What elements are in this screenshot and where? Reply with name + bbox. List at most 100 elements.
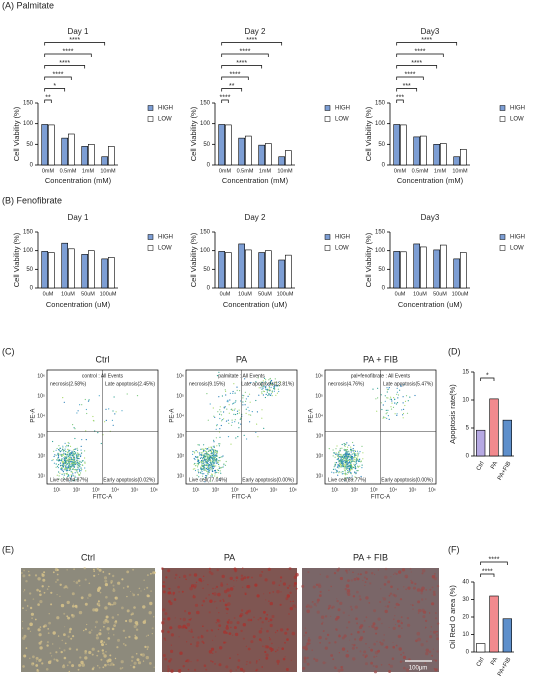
flow-dot <box>68 461 70 463</box>
flow-dot <box>210 480 212 482</box>
flow-dot <box>67 475 69 478</box>
bar <box>502 419 512 457</box>
flow-dot <box>336 470 338 472</box>
cell <box>380 664 383 666</box>
cell <box>216 607 218 609</box>
cell <box>435 637 439 641</box>
cell <box>250 618 253 621</box>
cell <box>400 653 402 656</box>
cell <box>304 631 308 634</box>
flow-dot <box>396 391 398 393</box>
flow-dot <box>205 475 207 477</box>
cell <box>420 592 423 595</box>
cell <box>146 648 149 650</box>
flow-dot <box>85 439 87 441</box>
flow-dot <box>342 460 344 462</box>
flow-dot <box>353 455 356 457</box>
cell <box>137 593 140 596</box>
cell <box>200 634 203 637</box>
cell <box>384 609 388 614</box>
flow-dot <box>72 451 74 453</box>
flow-dot <box>339 464 341 466</box>
flow-dot <box>80 461 82 463</box>
flow-dot <box>354 465 356 467</box>
flow-dot <box>216 454 218 456</box>
cell <box>93 570 95 572</box>
x-tick-label: 10⁴ <box>111 487 119 493</box>
flow-dot <box>194 456 197 458</box>
bar <box>61 137 69 166</box>
cell <box>332 658 335 661</box>
x-tick-label: 10⁴ <box>250 487 258 493</box>
flow-dot <box>262 385 265 387</box>
flow-dot <box>243 395 245 397</box>
cell <box>425 640 428 643</box>
cell <box>375 626 379 630</box>
cell <box>132 568 135 571</box>
flow-dot <box>114 413 116 415</box>
cell <box>190 643 192 645</box>
cell <box>132 592 134 594</box>
flow-dot <box>403 408 405 410</box>
y-tick-label: 30 <box>462 597 469 603</box>
cell <box>189 586 193 591</box>
y-tick-label: 10³ <box>177 433 185 439</box>
flow-dot <box>94 430 96 432</box>
flow-dot <box>68 457 70 459</box>
cell <box>360 624 364 628</box>
cell <box>364 584 366 587</box>
cell <box>91 647 95 651</box>
flow-dot <box>344 443 346 445</box>
flow-dot <box>201 464 203 467</box>
flow-dot <box>261 391 263 393</box>
flow-dot <box>210 460 212 462</box>
flow-dot <box>271 379 273 382</box>
micrograph-texture <box>21 567 156 673</box>
flow-dot <box>67 453 69 455</box>
significance-bracket <box>44 76 72 80</box>
bar <box>419 246 427 289</box>
cell <box>391 657 395 660</box>
cell <box>193 586 197 589</box>
cell <box>245 663 248 666</box>
cell <box>233 617 236 619</box>
flow-dot <box>388 387 390 389</box>
flow-dot <box>215 459 217 461</box>
flow-dot <box>85 408 87 411</box>
cell <box>42 578 46 582</box>
flow-dot <box>257 377 259 379</box>
cell <box>398 635 400 637</box>
flow-dot <box>406 412 409 414</box>
flow-dot <box>402 396 404 398</box>
y-axis-title: Cell Viability (%) <box>189 232 198 287</box>
cell <box>254 583 258 587</box>
flow-dot <box>222 455 224 457</box>
cell <box>77 668 80 671</box>
cell <box>242 623 246 627</box>
cell <box>131 655 134 659</box>
flow-dot <box>260 381 262 383</box>
cell <box>63 649 66 652</box>
cell <box>103 576 108 580</box>
cell <box>229 657 231 659</box>
flow-dot <box>209 459 211 461</box>
cell <box>243 576 247 580</box>
flow-dot <box>339 459 341 461</box>
x-tick-label: Ctrl <box>476 461 486 472</box>
flow-dot <box>79 460 81 462</box>
cell <box>433 659 435 661</box>
cell <box>271 615 275 618</box>
cell <box>435 668 438 671</box>
flow-dot <box>210 465 212 467</box>
cell <box>311 601 314 604</box>
cell <box>68 647 72 651</box>
flow-dot <box>200 453 203 455</box>
flow-dot <box>346 461 348 463</box>
cell <box>245 645 247 647</box>
cell <box>338 634 341 638</box>
cell <box>365 577 368 581</box>
significance-bracket <box>44 53 92 57</box>
flow-dot <box>219 478 221 480</box>
flow-dot <box>84 462 86 464</box>
flow-dot <box>207 473 209 475</box>
